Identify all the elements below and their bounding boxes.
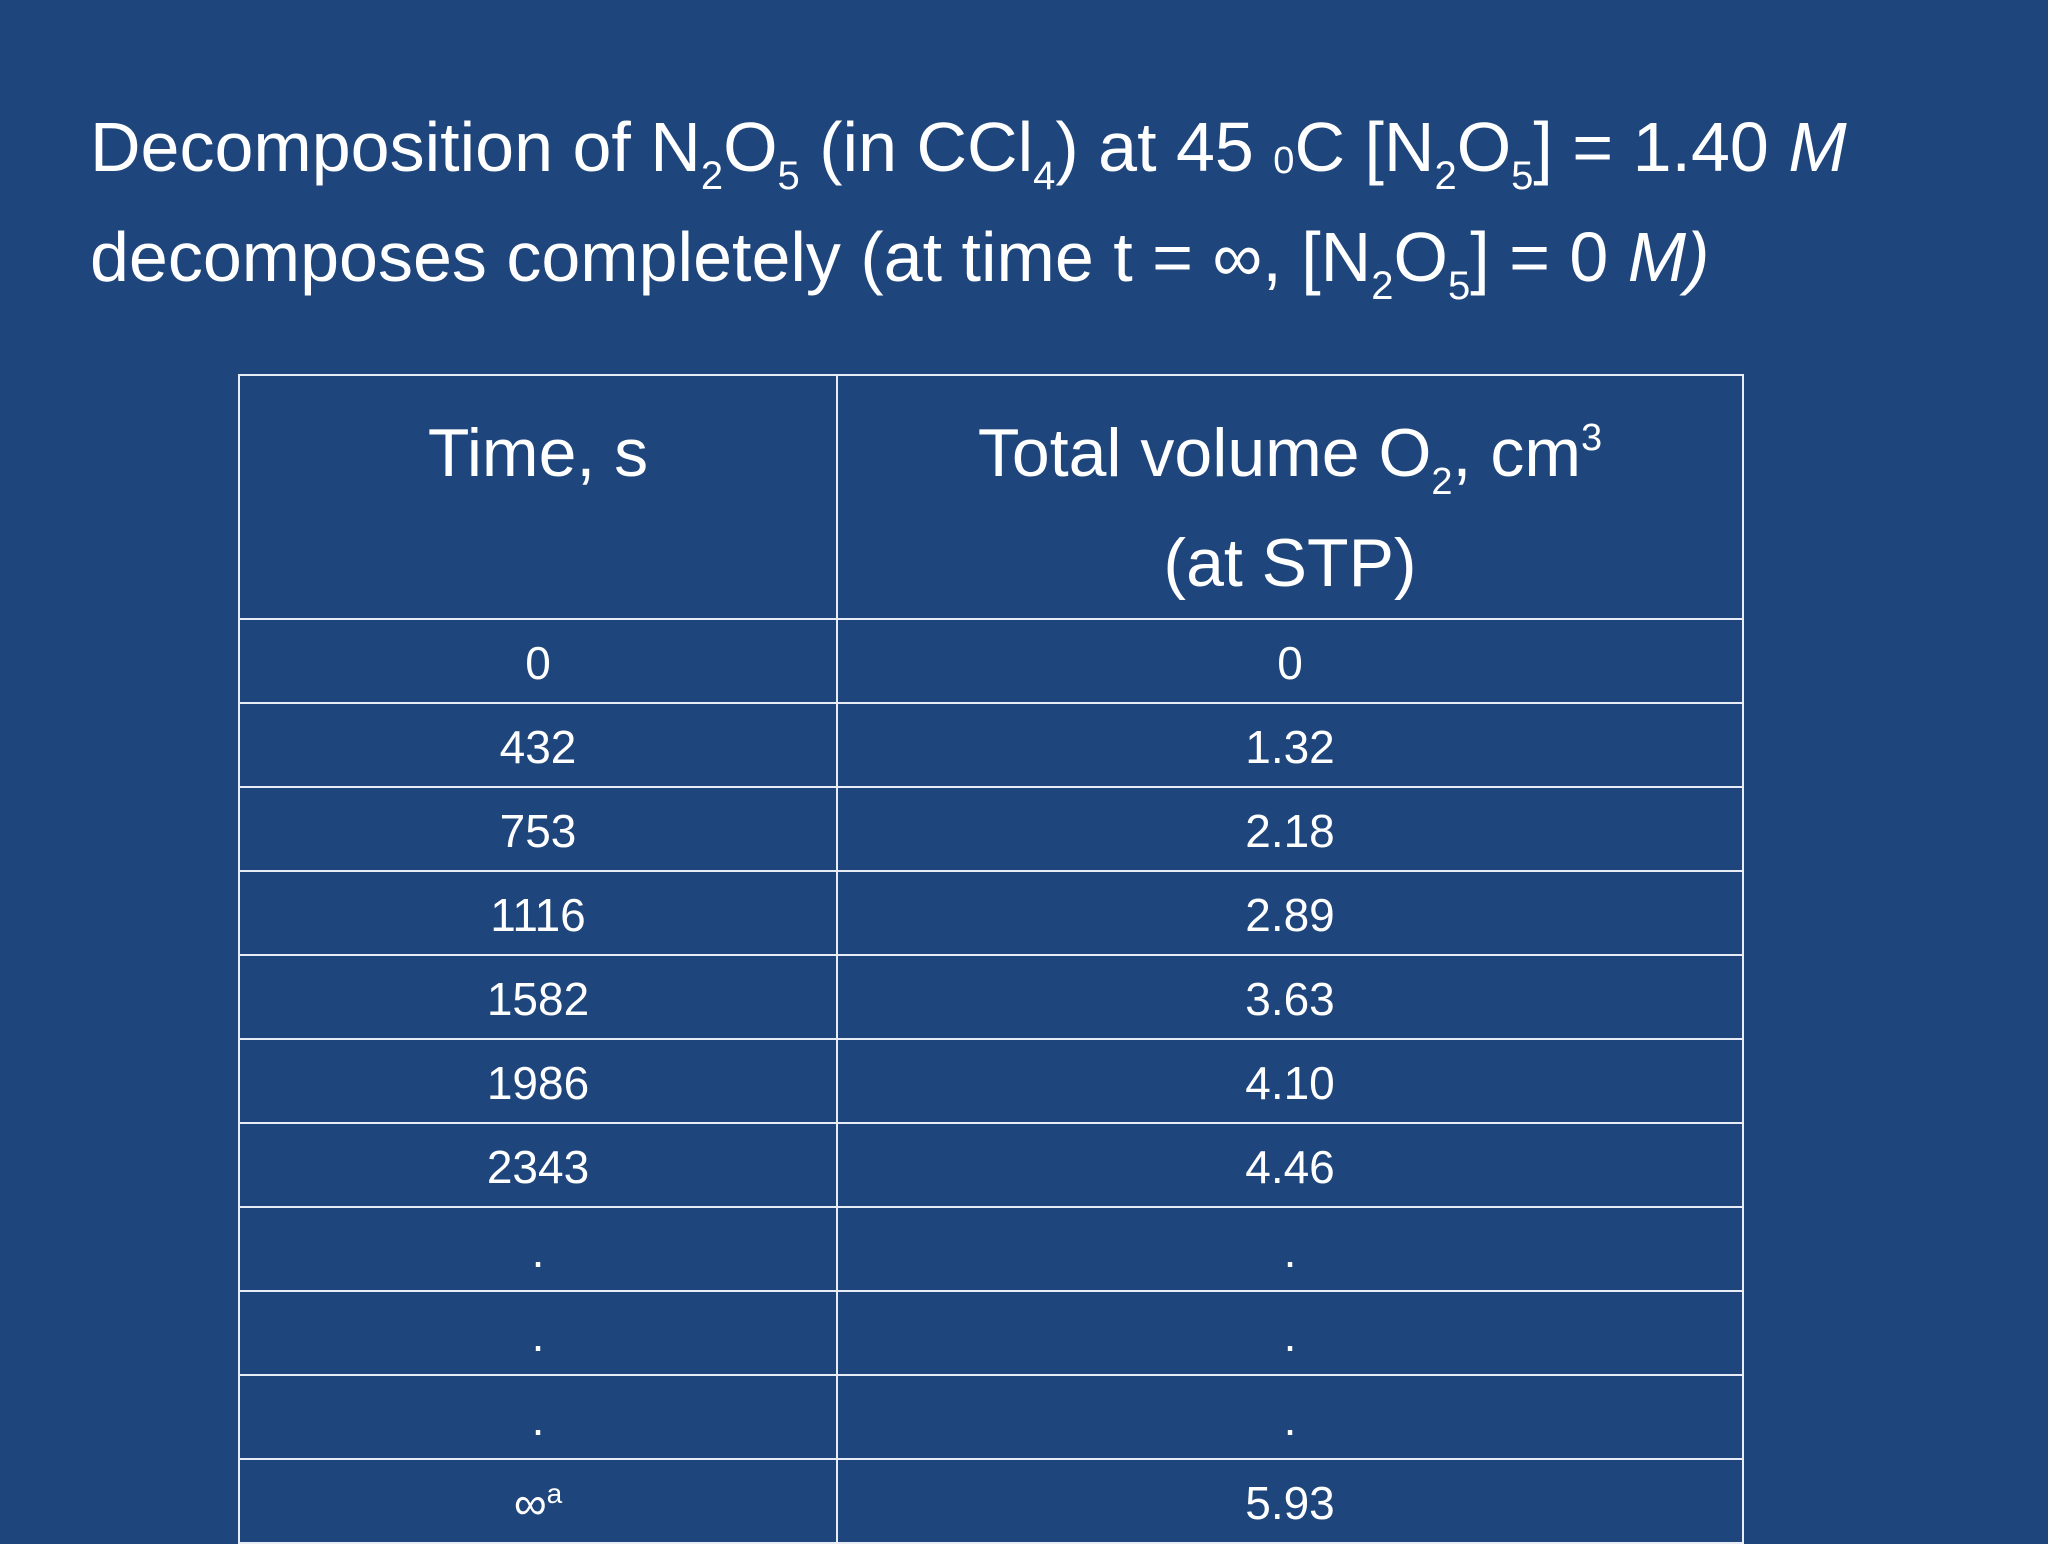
- volume-cell: 5.93: [836, 1458, 1744, 1544]
- time-cell: ∞a: [238, 1458, 838, 1544]
- infinity-symbol: ∞: [513, 1477, 547, 1529]
- title-line-2: decomposes completely (at time t = ∞, [N…: [90, 218, 1710, 308]
- table-row: 2343 4.46: [238, 1122, 1744, 1208]
- volume-cell: 0: [836, 618, 1744, 704]
- time-cell: 0: [238, 618, 838, 704]
- table-row: 1116 2.89: [238, 870, 1744, 956]
- time-cell: .: [238, 1290, 838, 1376]
- header-time: Time, s: [238, 374, 838, 620]
- volume-cell: .: [836, 1374, 1744, 1460]
- time-cell: 1116: [238, 870, 838, 956]
- time-cell: 432: [238, 702, 838, 788]
- table-row: . .: [238, 1374, 1744, 1460]
- slide-title: Decomposition of N2O5 (in CCl4) at 45 0C…: [90, 92, 1990, 312]
- table-row: 432 1.32: [238, 702, 1744, 788]
- table-row: 753 2.18: [238, 786, 1744, 872]
- time-cell: 2343: [238, 1122, 838, 1208]
- table-row: . .: [238, 1206, 1744, 1292]
- volume-cell: 4.46: [836, 1122, 1744, 1208]
- volume-cell: 2.89: [836, 870, 1744, 956]
- table-header-row: Time, s Total volume O2, cm3 (at STP): [238, 374, 1744, 620]
- volume-cell: .: [836, 1290, 1744, 1376]
- header-volume: Total volume O2, cm3 (at STP): [836, 374, 1744, 620]
- data-table: Time, s Total volume O2, cm3 (at STP) 0 …: [238, 374, 1744, 1544]
- time-cell: 753: [238, 786, 838, 872]
- table-row: ∞a 5.93: [238, 1458, 1744, 1544]
- table-row: . .: [238, 1290, 1744, 1376]
- table-row: 0 0: [238, 618, 1744, 704]
- footnote-marker: a: [546, 1478, 563, 1509]
- volume-cell: 3.63: [836, 954, 1744, 1040]
- time-cell: .: [238, 1374, 838, 1460]
- time-cell: 1582: [238, 954, 838, 1040]
- volume-cell: 4.10: [836, 1038, 1744, 1124]
- time-cell: 1986: [238, 1038, 838, 1124]
- title-line-1: Decomposition of N2O5 (in CCl4) at 45 0C…: [90, 108, 1847, 198]
- table-row: 1986 4.10: [238, 1038, 1744, 1124]
- volume-cell: 1.32: [836, 702, 1744, 788]
- volume-cell: 2.18: [836, 786, 1744, 872]
- time-cell: .: [238, 1206, 838, 1292]
- volume-cell: .: [836, 1206, 1744, 1292]
- table-row: 1582 3.63: [238, 954, 1744, 1040]
